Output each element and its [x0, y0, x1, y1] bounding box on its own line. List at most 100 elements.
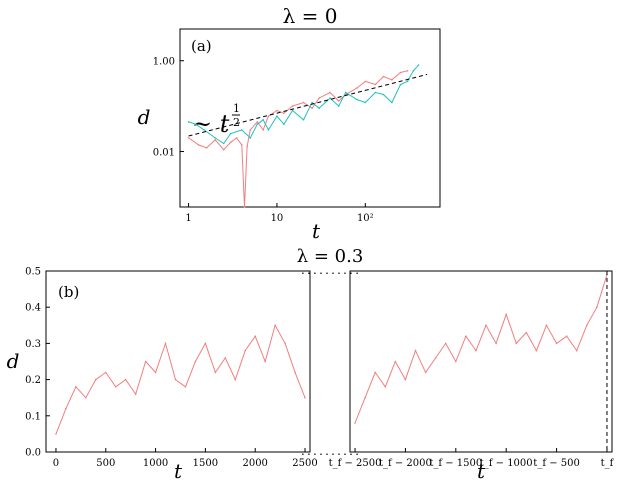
panel-b-right-series-1-point: [354, 422, 356, 424]
panel-b-left-series-1-point: [154, 371, 157, 374]
panel-b-left-series-1-point: [134, 393, 137, 395]
panel-b-left-x-tick-label: 1500: [193, 458, 218, 469]
panel-a-series-1-point: [399, 71, 402, 74]
panel-a-series-2-point: [283, 123, 285, 125]
panel-a-series-1-point: [243, 206, 246, 208]
panel-a-series-1-point: [197, 144, 200, 146]
panel-a-ylabel: d: [138, 105, 151, 129]
panel-a-series-1: [188, 70, 408, 208]
panel-a-series-2-point: [194, 123, 197, 125]
panel-b-right-series-1-point: [374, 371, 377, 374]
panel-b-right-frame: [349, 270, 613, 453]
panel-b-left-series-1: [55, 323, 306, 435]
panel-b-xlabel-right: t: [477, 459, 486, 483]
panel-a-series-1-point: [187, 137, 190, 139]
panel-b-left-series-1-point: [174, 378, 177, 381]
panel-b-left-series-1-point: [85, 396, 87, 399]
panel-b-left-series-1-point: [214, 371, 217, 374]
panel-a-series-1-point: [291, 105, 294, 107]
panel-b-left-series-1-point: [65, 407, 67, 410]
panel-b-left-series-1-point: [254, 335, 256, 338]
panel-b-right-series-1-point: [434, 357, 437, 359]
panel-a-x-tick-label: 10²: [357, 213, 374, 224]
panel-a-series-2-point: [382, 93, 385, 96]
panel-a-series-2-point: [311, 101, 313, 104]
panel-b-left-series-1-point: [204, 342, 207, 345]
panel-a-series-1-point: [256, 121, 259, 123]
panel-b-y-tick-label: 0.5: [25, 267, 41, 278]
panel-a-series-1-point: [205, 147, 208, 149]
panel-a-series-2-point: [256, 123, 259, 125]
panel-b-label: (b): [58, 283, 79, 301]
panel-a-series-2-point: [241, 129, 243, 131]
panel-b-right-series-1-point: [535, 349, 538, 352]
panel-a-series-1-point: [276, 109, 278, 112]
panel-a-series-1-point: [391, 79, 393, 81]
panel-a-series-1-point: [283, 112, 285, 114]
panel-b-right-x-tick-label: t_f − 1500: [429, 458, 482, 469]
panel-b-left-series-1-point: [184, 386, 187, 388]
panel-b-left-x-tick-label: 1000: [143, 458, 168, 469]
panel-b-right-series-1-point: [455, 360, 457, 363]
panel-b-left-series-1-point: [164, 342, 167, 345]
panel-a-series-2-point: [329, 97, 331, 99]
panel-b-right-series-1-point: [424, 371, 427, 374]
panel-b-left-series-1-point: [124, 378, 127, 381]
panel-a-series-1-point: [337, 100, 340, 102]
panel-b-right-series-1-point: [505, 313, 508, 316]
panel-b-right-series-1-point: [414, 349, 417, 352]
panel-a-series-2-point: [344, 91, 347, 94]
panel-b-right-series-1-point: [575, 349, 578, 352]
panel-a-series: [187, 64, 428, 208]
panel-b-right-series-1-point: [525, 331, 528, 334]
panel-a-y-tick-label: 1.00: [153, 57, 175, 68]
panel-a-series-2-point: [356, 98, 358, 101]
panel-a-series-2-point: [229, 132, 232, 135]
panel-b-y-tick-label: 0.4: [25, 303, 41, 314]
panel-b-right-series-1-point: [364, 396, 366, 399]
panel-b-left-series-1-point: [264, 360, 267, 363]
panel-b-right-x-tick-label: t_f − 2500: [329, 458, 382, 469]
panel-b-right-series-1-point: [485, 324, 487, 327]
panel-a-frame: [179, 28, 441, 208]
panel-b: λ = 0.3 .......... .......... (b) d t t …: [7, 246, 615, 483]
svg-text:1: 1: [233, 102, 240, 115]
panel-a-title: λ = 0: [283, 4, 338, 28]
panel-b-right-series-1-point: [515, 342, 518, 345]
panel-a-ticks: 1 10 10² 0.01 1.00: [153, 57, 374, 224]
panel-a-series-2-point: [406, 80, 409, 83]
panel-b-right-x-tick-label: t_f − 1000: [480, 458, 533, 469]
panel-b-right-series-1-point: [475, 349, 477, 352]
panel-a-series-1-point: [364, 80, 367, 83]
panel-b-left-series-1-point: [75, 386, 77, 388]
panel-b-left-series-1-point: [304, 396, 306, 399]
panel-a-series-1-point: [302, 101, 305, 104]
panel-b-left-series-1-point: [274, 324, 276, 327]
panel-a-series-2-point: [391, 101, 393, 104]
panel-b-right-series-1-point: [545, 324, 548, 327]
panel-b-right-series-1-point: [596, 306, 598, 309]
panel-b-left-series-1-point: [114, 386, 117, 388]
panel-a-series-2-point: [276, 115, 278, 117]
panel-b-right-series-1-point: [586, 324, 588, 327]
panel-a-series-2-point: [318, 107, 320, 109]
panel-b-ylabel: d: [7, 349, 20, 373]
panel-a-series-1-point: [229, 141, 232, 144]
panel-b-series: [55, 271, 608, 452]
panel-a-series-2-point: [291, 109, 294, 112]
panel-b-right-series-1-point: [444, 342, 447, 345]
panel-b-left-series-1-point: [244, 349, 246, 352]
panel-a-series-1-point: [311, 107, 313, 109]
panel-b-left-x-tick-label: 0: [53, 458, 59, 469]
panel-a-series-1-point: [356, 87, 358, 89]
panel-a-series-2-point: [337, 105, 340, 107]
panel-b-y-tick-label: 0.2: [25, 375, 41, 386]
panel-b-right-series-1-point: [495, 342, 497, 345]
panel-b-left-series-1-point: [95, 378, 97, 381]
panel-a-series-2-point: [412, 70, 415, 72]
panel-a-series-1-point: [318, 97, 320, 99]
panel-a-series-1-point: [235, 137, 238, 139]
panel-a-xlabel: t: [312, 219, 321, 243]
panel-b-left-series-1-point: [294, 371, 296, 374]
panel-a-series-1-point: [406, 70, 409, 72]
